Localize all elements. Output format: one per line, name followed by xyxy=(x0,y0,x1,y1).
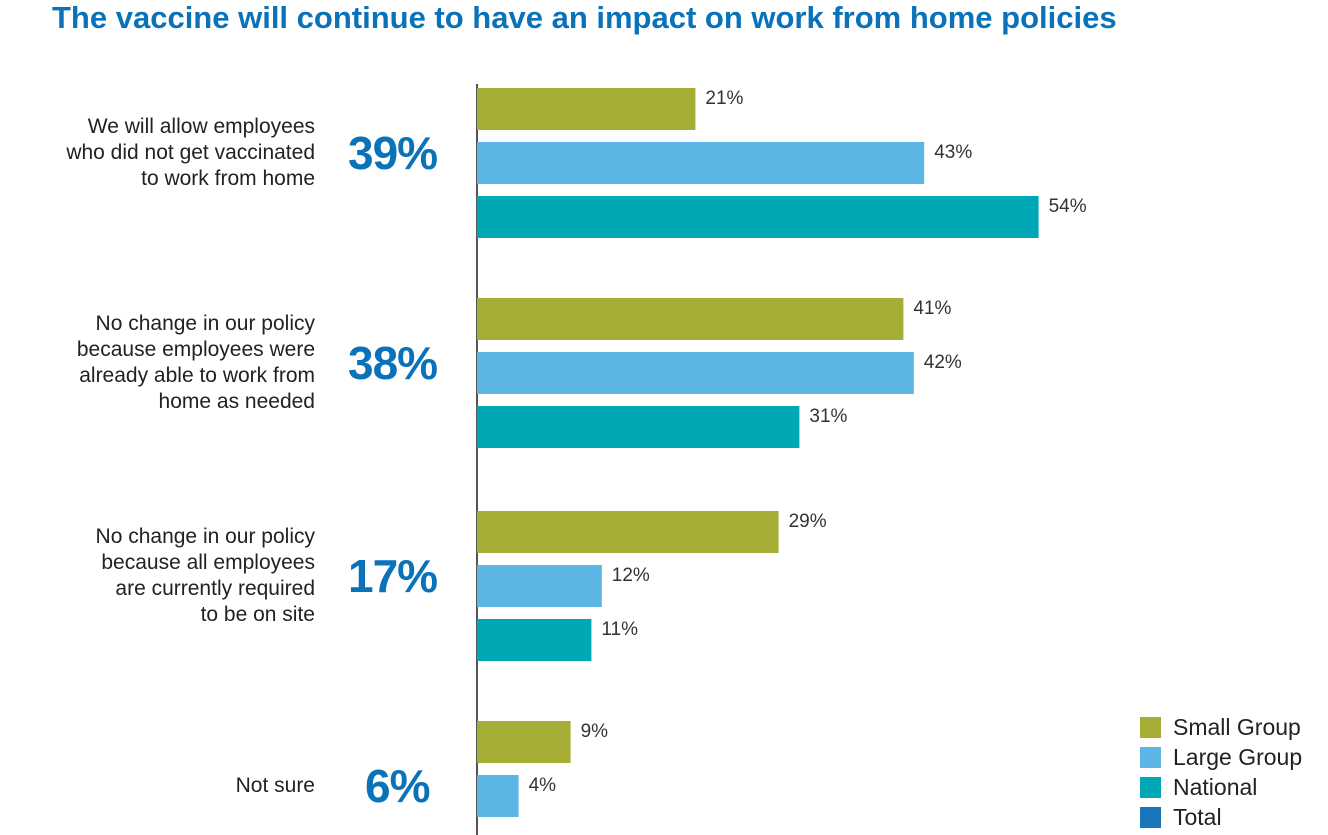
bar-small-group-1 xyxy=(477,298,904,340)
bar-large-group-2 xyxy=(477,565,602,607)
data-label: 41% xyxy=(913,298,951,319)
bar-national-1 xyxy=(477,406,800,448)
data-label: 11% xyxy=(601,619,638,640)
category-label-line: We will allow employees xyxy=(87,115,315,138)
category-label: No change in our policy because employees… xyxy=(0,311,315,415)
data-label: 29% xyxy=(789,511,827,532)
data-label: 9% xyxy=(581,721,609,742)
data-label: 43% xyxy=(934,142,972,163)
bar-large-group-0 xyxy=(477,142,925,184)
category-label-line: Not sure xyxy=(235,774,315,797)
overall-percentage: 6% xyxy=(365,760,430,812)
category-label: No change in our policy because all emplo… xyxy=(0,524,315,628)
legend-label: Total xyxy=(1173,804,1222,830)
data-label: 42% xyxy=(924,352,962,373)
legend-label: National xyxy=(1173,774,1258,800)
category-label-line: already able to work from xyxy=(79,364,315,387)
category-label-line: No change in our policy xyxy=(95,312,315,335)
category-label-line: home as needed xyxy=(158,390,315,413)
legend-swatch xyxy=(1140,747,1161,768)
data-label: 31% xyxy=(809,406,847,427)
category-label: Not sure xyxy=(0,773,315,799)
legend-swatch xyxy=(1140,777,1161,798)
data-label: 54% xyxy=(1049,196,1087,217)
overall-percentage: 39% xyxy=(348,127,438,179)
category-label-line: to work from home xyxy=(141,167,315,190)
category-label-line: No change in our policy xyxy=(95,525,315,548)
bar-small-group-3 xyxy=(477,721,571,763)
category-label-line: because all employees xyxy=(101,551,315,574)
chart-title: The vaccine will continue to have an imp… xyxy=(52,0,1117,35)
category-label-line: who did not get vaccinated xyxy=(66,141,315,164)
legend-swatch xyxy=(1140,807,1161,828)
bar-small-group-2 xyxy=(477,511,779,553)
category-label-line: are currently required xyxy=(115,577,315,600)
overall-percentage: 17% xyxy=(348,550,438,602)
category-label-line: because employees were xyxy=(76,338,315,361)
bar-large-group-1 xyxy=(477,352,914,394)
category-label: We will allow employees who did not get v… xyxy=(0,114,315,192)
bar-national-0 xyxy=(477,196,1039,238)
category-label-line: to be on site xyxy=(200,603,315,626)
bar-national-2 xyxy=(477,619,592,661)
overall-percentage: 38% xyxy=(348,337,438,389)
data-label: 12% xyxy=(612,565,650,586)
data-label: 21% xyxy=(705,88,743,109)
legend-swatch xyxy=(1140,717,1161,738)
bar-small-group-0 xyxy=(477,88,696,130)
bar-large-group-3 xyxy=(477,775,519,817)
legend-label: Small Group xyxy=(1173,714,1301,740)
data-label: 4% xyxy=(529,775,557,796)
legend-label: Large Group xyxy=(1173,744,1303,770)
